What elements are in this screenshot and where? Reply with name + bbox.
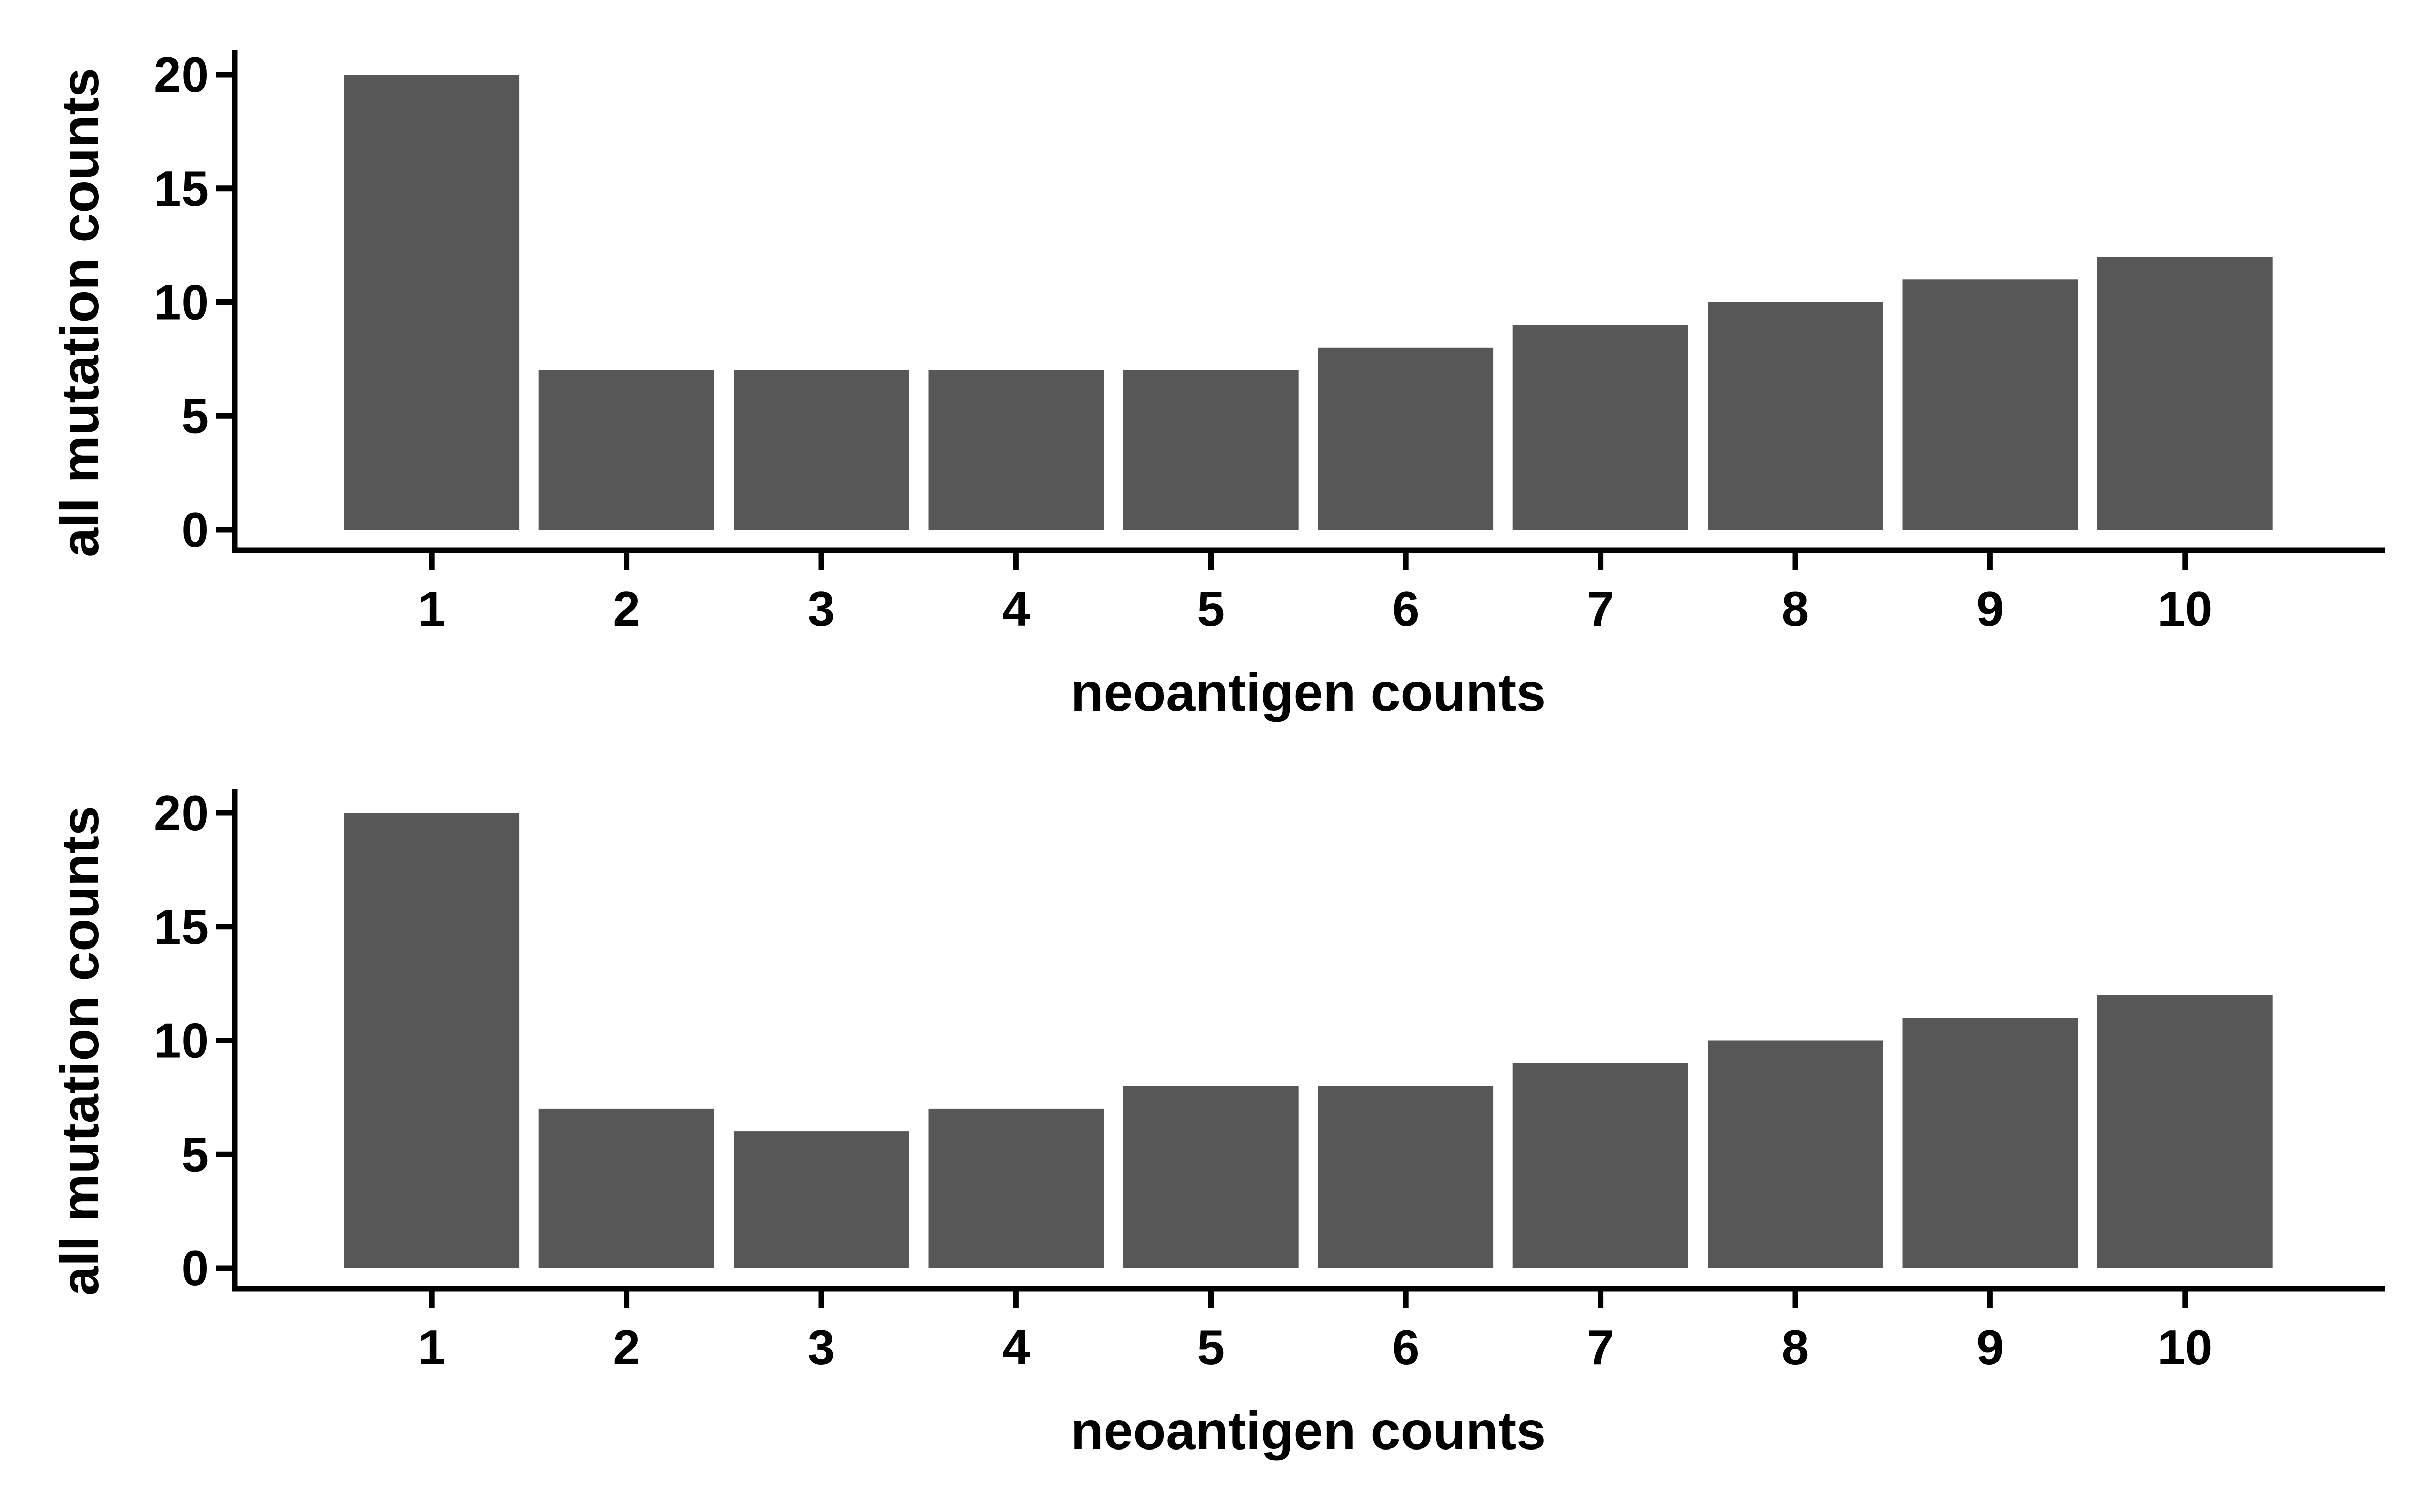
x-tick-label: 1 [418,581,446,637]
x-tick-label: 7 [1587,581,1614,637]
bar-1 [344,75,520,530]
x-axis-title: neoantigen counts [1071,663,1546,722]
y-tick-label: 0 [181,1240,209,1296]
bar-8 [1708,302,1883,530]
bar-4 [928,370,1104,530]
bar-5 [1123,1086,1299,1268]
x-tick-label: 9 [1976,581,2004,637]
bar-3 [734,370,909,530]
x-tick-label: 5 [1197,581,1225,637]
bar-4 [928,1108,1104,1268]
x-tick-label: 6 [1392,581,1420,637]
y-tick-label: 0 [181,502,209,557]
x-tick-label: 9 [1976,1319,2004,1375]
y-tick-label: 15 [154,899,209,955]
bar-10 [2097,257,2273,530]
y-tick-label: 5 [181,388,209,444]
x-tick-label: 6 [1392,1319,1420,1375]
bar-5 [1123,370,1299,530]
chart-top: 0 5 10 15 20 1 2 3 4 5 6 7 8 9 10 neoantigen counts all … [50,47,2385,722]
x-tick-label: 4 [1002,1319,1030,1375]
x-tick-label: 7 [1587,1319,1614,1375]
x-tick-label: 10 [2157,1319,2212,1375]
chart-bottom: 0 5 10 15 20 1 2 3 4 5 6 7 8 9 10 neoantigen counts all … [50,785,2385,1461]
bar-7 [1512,1063,1688,1268]
x-tick-label: 8 [1782,1319,1809,1375]
y-tick-label: 20 [154,785,209,841]
x-axis-title: neoantigen counts [1071,1401,1546,1461]
y-tick-label: 10 [154,1013,209,1068]
bar-1 [344,813,520,1268]
x-tick-label: 4 [1002,581,1030,637]
x-tick-label: 1 [418,1319,446,1375]
y-axis-title: all mutation counts [50,68,110,557]
y-tick-label: 5 [181,1126,209,1182]
x-tick-label: 3 [808,1319,835,1375]
y-tick-label: 20 [154,47,209,102]
bar-6 [1318,347,1494,530]
bar-7 [1512,325,1688,530]
x-tick-label: 2 [613,581,640,637]
bar-2 [538,370,714,530]
bar-2 [538,1108,714,1268]
bar-10 [2097,995,2273,1268]
x-tick-label: 10 [2157,581,2212,637]
bar-8 [1708,1040,1883,1268]
x-tick-label: 5 [1197,1319,1225,1375]
y-tick-label: 15 [154,161,209,216]
bar-9 [1902,279,2078,530]
y-tick-label: 10 [154,275,209,330]
x-tick-label: 3 [808,581,835,637]
x-tick-label: 8 [1782,581,1809,637]
bar-3 [734,1131,909,1268]
y-axis-title: all mutation counts [50,806,110,1296]
x-tick-label: 2 [613,1319,640,1375]
bar-6 [1318,1086,1494,1268]
bar-9 [1902,1018,2078,1268]
